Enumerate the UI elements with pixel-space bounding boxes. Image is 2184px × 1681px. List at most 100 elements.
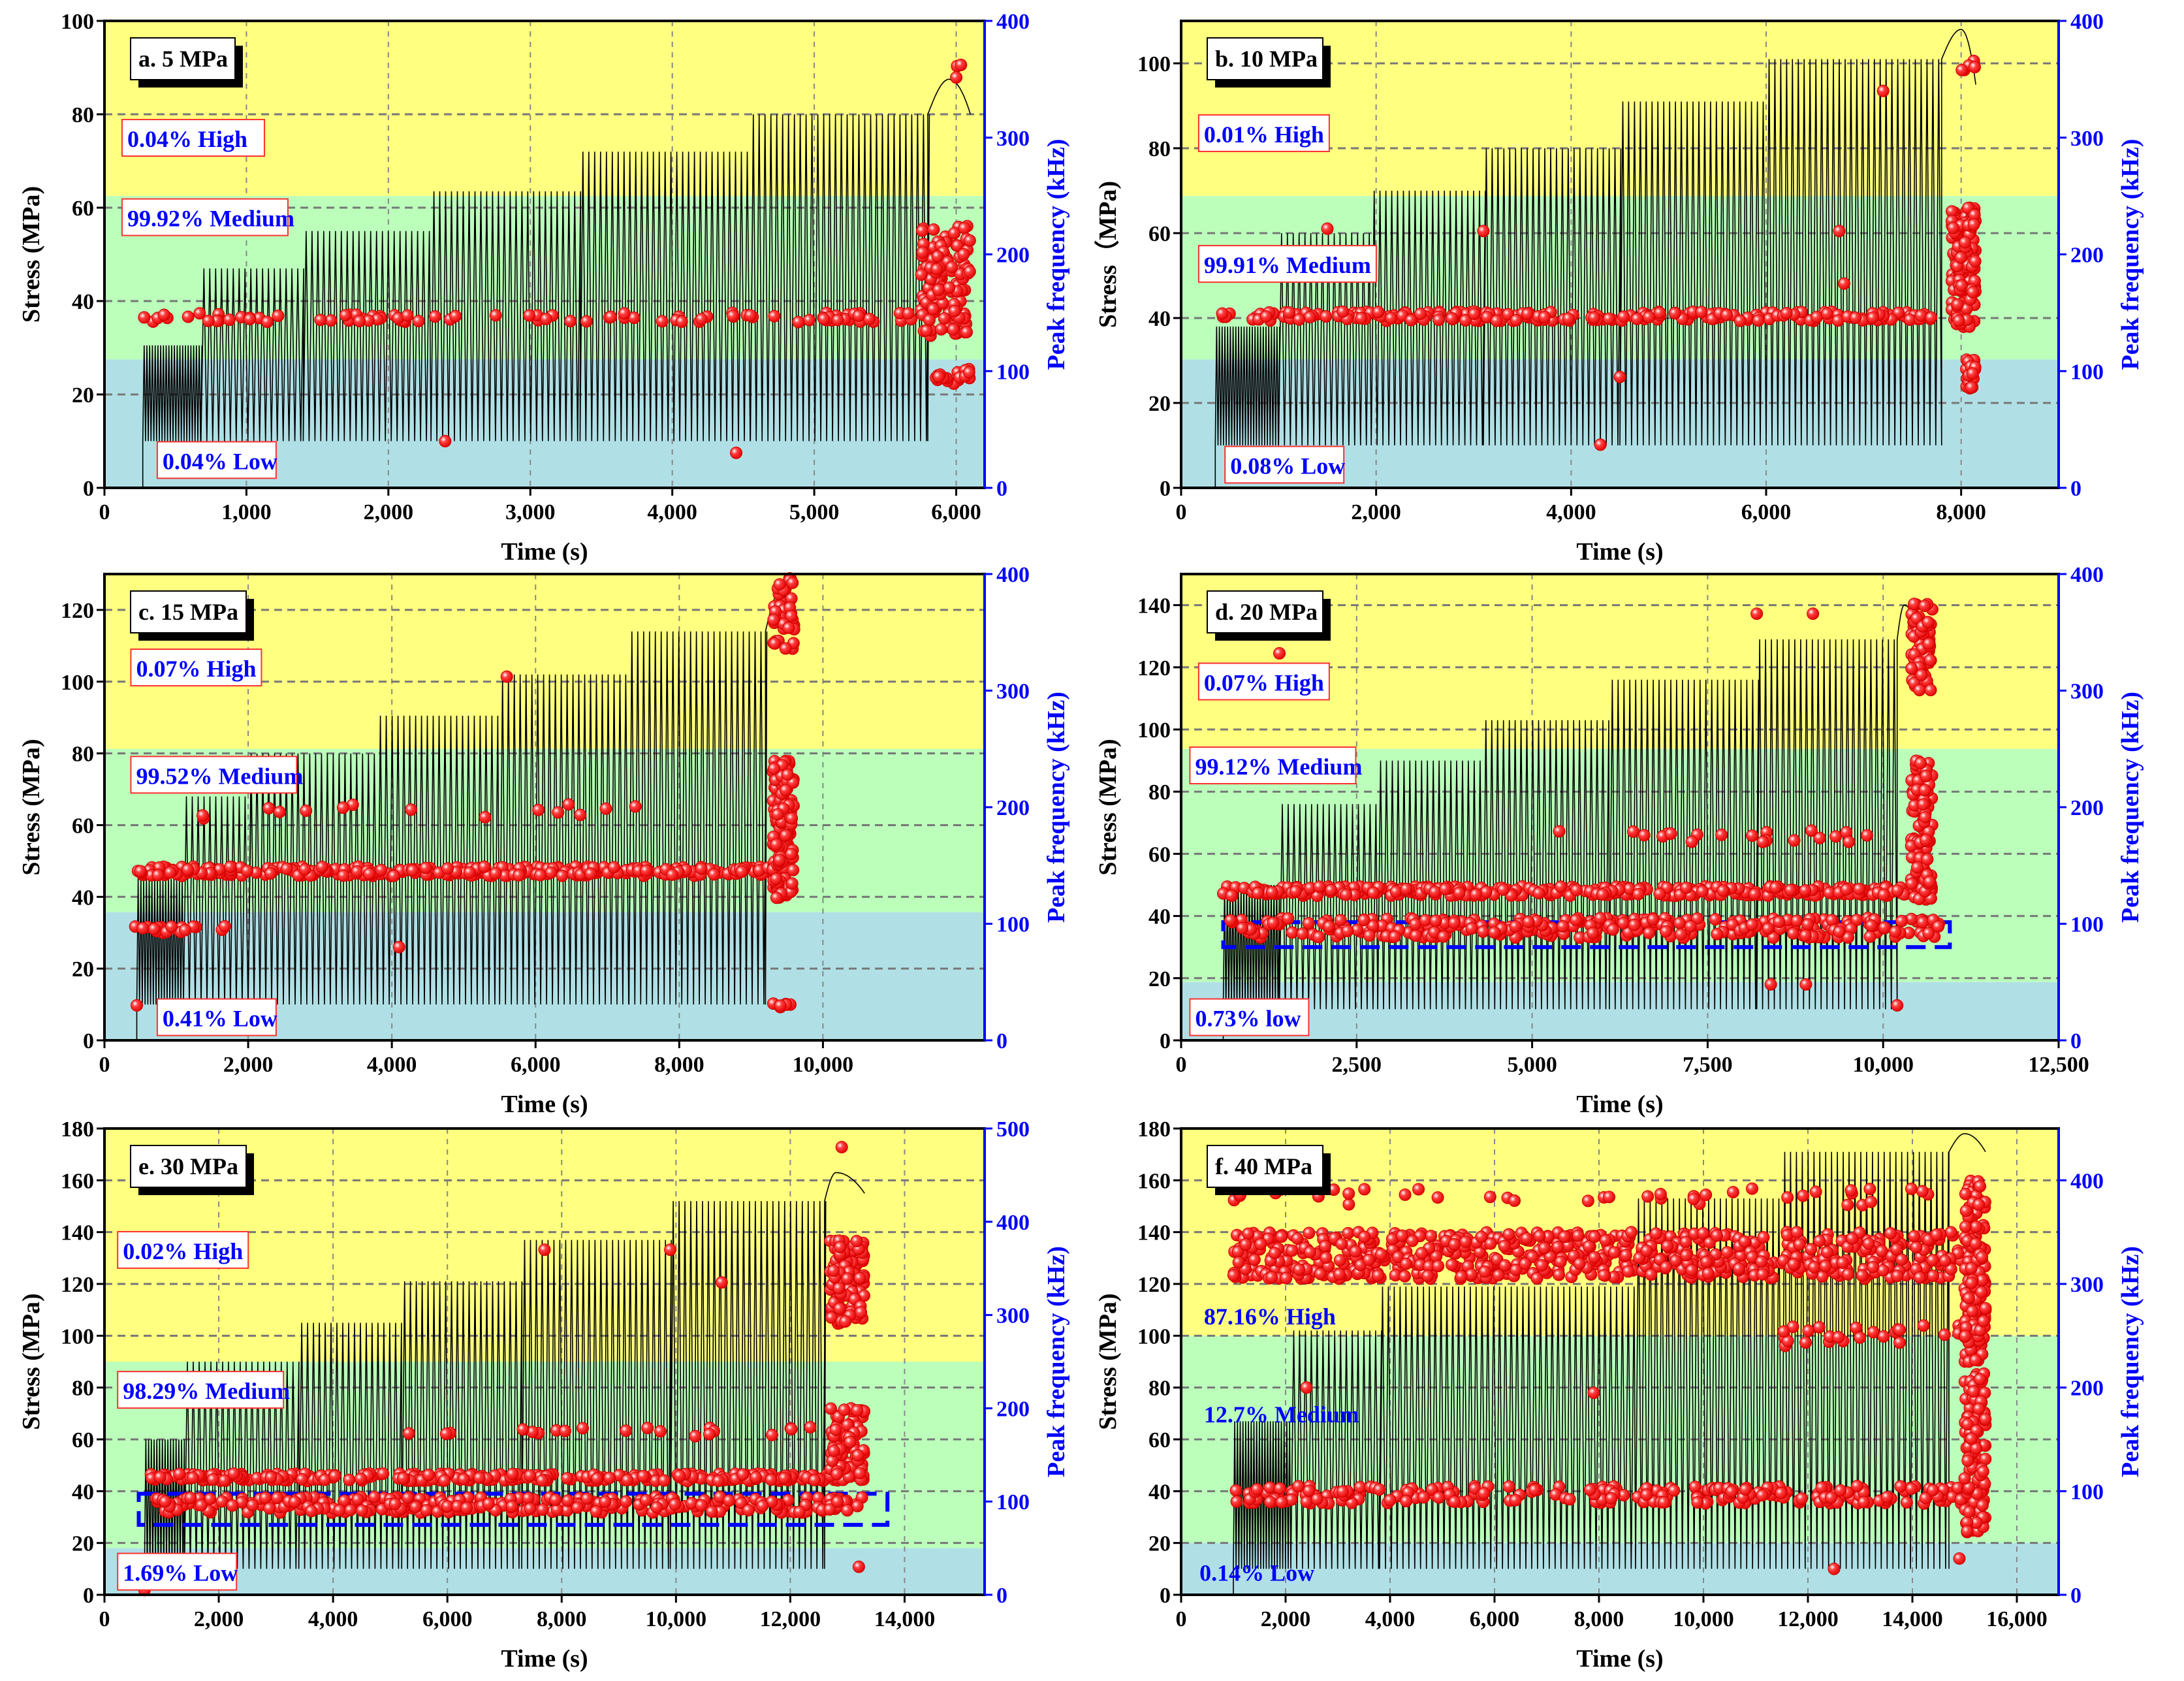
panel-label: a. 5 MPa [138,46,228,72]
frequency-point [1232,1256,1245,1269]
y2-tick-label: 300 [2070,127,2104,151]
subplot-f: 0 2,000 4,000 6,000 8,000 10,000 12,000 14,000 1… [1094,1117,2144,1673]
y2-tick-label: 300 [996,1304,1030,1328]
frequency-point [1769,881,1782,894]
frequency-point [1660,1260,1673,1273]
x-tick-label: 7,500 [1683,1053,1733,1077]
frequency-point [1914,309,1927,322]
frequency-point [1790,1226,1803,1239]
x-tick-label: 8,000 [1574,1607,1624,1631]
frequency-point [1273,647,1286,660]
y-tick-label: 120 [61,599,94,623]
frequency-point [603,1471,616,1484]
frequency-point [1954,251,1967,264]
frequency-point [1732,1262,1745,1275]
frequency-point [1357,914,1370,927]
percentage-label-medium: 98.29% Medium [123,1378,290,1404]
frequency-point [1965,1432,1978,1445]
y2-tick-label: 300 [996,127,1030,151]
frequency-point [1533,1230,1546,1243]
frequency-point [744,309,757,322]
subplot-e: 0 2,000 4,000 6,000 8,000 10,000 12,000 14,000 0… [18,1117,1070,1673]
y-tick-label: 140 [61,1221,94,1245]
x-tick-label: 12,500 [2028,1053,2089,1077]
frequency-point [834,1241,847,1254]
frequency-point [607,861,620,874]
y-tick-label: 100 [1137,718,1171,743]
frequency-point [1697,1226,1710,1240]
frequency-point [1664,827,1677,840]
frequency-point [1867,1260,1880,1273]
frequency-point [441,862,454,875]
frequency-point [305,1505,318,1518]
frequency-point [1293,1263,1306,1276]
frequency-point [523,309,536,322]
frequency-point [1863,930,1876,943]
frequency-point [1273,1482,1286,1495]
y2-tick-label: 100 [996,360,1030,384]
frequency-point [1367,886,1380,899]
frequency-point [1342,1226,1355,1240]
frequency-point [1891,1270,1904,1283]
frequency-point [703,1428,716,1441]
frequency-point [1799,978,1812,991]
frequency-point [244,312,257,325]
percentage-label-low: 0.14% Low [1199,1560,1314,1586]
frequency-point [1538,1241,1551,1255]
panel-label: d. 20 MPa [1215,599,1318,625]
frequency-point [808,1473,821,1486]
frequency-point [1726,1185,1739,1198]
frequency-point [1922,927,1935,940]
frequency-point [1829,830,1843,843]
frequency-point [482,1497,495,1510]
frequency-point [1337,305,1350,318]
frequency-point [827,1445,840,1458]
frequency-point [1319,1240,1332,1253]
frequency-point [673,1469,686,1482]
frequency-point [159,1495,172,1508]
frequency-point [401,309,414,322]
frequency-point [1606,923,1619,936]
y2-tick-label: 100 [996,913,1030,937]
frequency-point [1292,1480,1305,1493]
frequency-point [657,1474,671,1487]
frequency-point [1554,1255,1567,1268]
frequency-point [1632,888,1645,901]
frequency-point [1334,914,1347,927]
frequency-point [1310,1492,1323,1505]
frequency-point [500,670,513,683]
frequency-point [838,1403,851,1417]
frequency-point [1400,882,1413,895]
frequency-point [675,315,688,328]
y-axis-title: Stress (MPa) [18,1293,45,1430]
frequency-point [599,802,612,815]
frequency-point [1905,877,1918,890]
frequency-point [1619,1249,1632,1262]
frequency-point [1812,1321,1826,1334]
frequency-point [1570,884,1583,897]
frequency-point [478,860,491,873]
frequency-point [1624,1226,1638,1239]
frequency-point [300,804,313,817]
low-band [1181,982,2059,1040]
frequency-point [428,310,441,323]
frequency-point [1661,1240,1674,1253]
frequency-point [1781,1191,1794,1204]
panel-label-box [1207,37,1323,80]
frequency-point [165,920,178,933]
x-tick-label: 2,000 [1351,500,1401,524]
frequency-point [1924,684,1937,697]
frequency-point [1657,1496,1670,1509]
frequency-point [1673,916,1686,929]
y2-tick-label: 200 [996,796,1030,820]
frequency-point [377,1467,390,1481]
frequency-point [328,1469,341,1482]
frequency-point [1974,1373,1987,1386]
frequency-point [1446,1258,1459,1272]
frequency-point [1905,1182,1918,1195]
x-tick-label: 14,000 [874,1607,936,1631]
frequency-point [768,310,781,323]
frequency-points [1216,54,1982,451]
frequency-point [1353,1481,1367,1494]
x-tick-label: 2,000 [1261,1607,1311,1631]
